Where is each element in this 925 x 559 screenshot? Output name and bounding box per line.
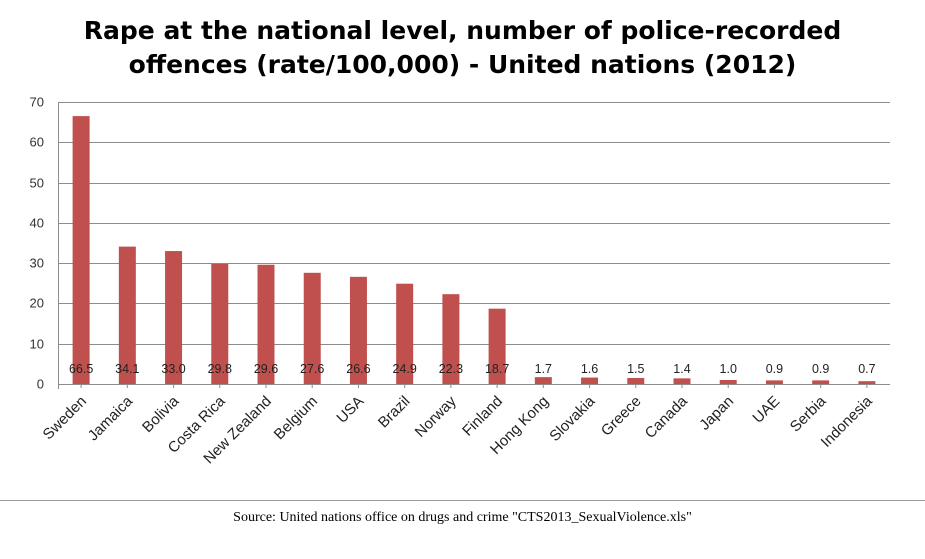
x-tick-label: Sweden	[40, 393, 90, 443]
bar	[303, 272, 321, 384]
data-label: 1.7	[535, 362, 552, 376]
data-label: 29.6	[254, 362, 278, 376]
bar	[118, 246, 136, 384]
bar	[349, 276, 367, 384]
y-axis-ticks: 0 10 20 30 40 50 60 70	[30, 95, 44, 392]
x-tick-label: Slovakia	[546, 392, 599, 445]
bar	[719, 379, 737, 384]
x-tick-label: Brazil	[375, 393, 414, 432]
bar	[812, 380, 830, 384]
data-labels: 66.5 34.1 33.0 29.8 29.6 27.6 26.6 24.9 22.3 18.7…	[69, 362, 876, 376]
data-label: 18.7	[485, 362, 509, 376]
chart-title: Rape at the national level, number of po…	[0, 14, 925, 82]
data-label: 24.9	[392, 362, 416, 376]
x-tick-label: Canada	[642, 392, 692, 442]
bar	[165, 251, 183, 384]
bars	[72, 116, 876, 384]
x-tick-label: USA	[333, 393, 367, 427]
x-tick-label: Jamaica	[85, 392, 137, 444]
data-label: 22.3	[439, 362, 463, 376]
bar	[534, 377, 552, 384]
x-tick-label: Bolivia	[139, 392, 183, 436]
x-tick-label: Greece	[598, 393, 645, 440]
y-tick-label: 70	[30, 95, 44, 110]
data-label: 0.7	[858, 362, 875, 376]
chart-title-line-1: Rape at the national level, number of po…	[83, 16, 842, 45]
bar	[211, 263, 229, 384]
gridlines	[58, 102, 890, 389]
y-tick-label: 20	[30, 296, 44, 311]
x-tick-label: Belgium	[271, 393, 321, 443]
y-tick-label: 30	[30, 256, 44, 271]
source-note: Source: United nations office on drugs a…	[233, 510, 692, 525]
x-tick-label: Japan	[696, 393, 737, 434]
bar	[765, 380, 783, 384]
data-label: 0.9	[766, 362, 783, 376]
source-divider	[0, 500, 925, 501]
data-label: 1.6	[581, 362, 598, 376]
data-label: 34.1	[115, 362, 139, 376]
bar	[673, 378, 691, 384]
x-tick-label: Norway	[412, 392, 460, 440]
y-tick-label: 40	[30, 216, 44, 231]
bar	[627, 377, 645, 384]
chart-title-line-2: offences (rate/100,000) - United nations…	[128, 50, 797, 79]
y-tick-label: 0	[37, 377, 44, 392]
data-label: 26.6	[346, 362, 370, 376]
x-tick-label: UAE	[749, 393, 783, 427]
x-tick-label: Finland	[459, 393, 506, 440]
bar	[858, 381, 876, 384]
bar	[72, 116, 90, 384]
bar	[581, 377, 599, 384]
data-label: 29.8	[208, 362, 232, 376]
data-label: 66.5	[69, 362, 93, 376]
data-label: 33.0	[161, 362, 185, 376]
data-label: 1.5	[627, 362, 644, 376]
x-tick-label: Serbia	[787, 392, 830, 435]
y-tick-label: 60	[30, 135, 44, 150]
y-tick-label: 10	[30, 337, 44, 352]
data-label: 27.6	[300, 362, 324, 376]
bar	[257, 264, 275, 384]
data-label: 0.9	[812, 362, 829, 376]
data-label: 1.4	[673, 362, 690, 376]
bar	[396, 283, 414, 384]
data-label: 1.0	[720, 362, 737, 376]
bar	[488, 308, 506, 384]
bar-chart: 66.5 34.1 33.0 29.8 29.6 27.6 26.6 24.9 22.3 18.7…	[30, 95, 890, 467]
bar	[442, 294, 460, 384]
y-tick-label: 50	[30, 176, 44, 191]
x-tick-label: Indonesia	[818, 392, 876, 450]
